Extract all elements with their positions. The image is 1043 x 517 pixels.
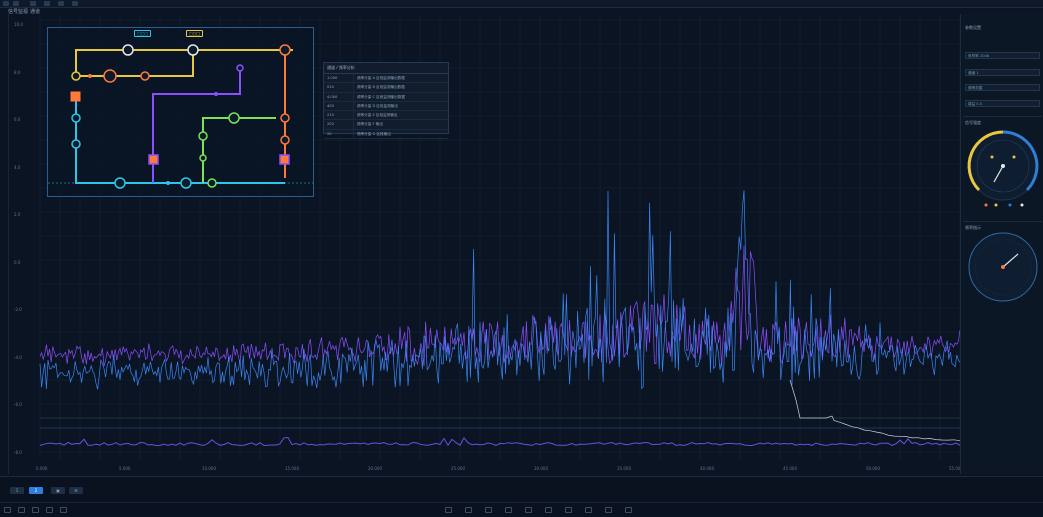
frequency-table: 通道 / 频率分析 1.000 频率分量 A 区段监测输出数据 010 频率分量 B … [323, 62, 449, 140]
table-cell-id: 010 [324, 83, 354, 92]
panel-divider [963, 116, 1042, 117]
page-button-1[interactable]: 1 [10, 487, 24, 494]
zoom-in-icon[interactable] [525, 507, 532, 513]
x-tick-label: 25.000 [451, 466, 465, 471]
sample-rate-field[interactable]: 采样率 2048 [965, 52, 1040, 59]
y-tick-label: 4.0 [14, 164, 21, 170]
x-tick-label: 40.000 [700, 466, 714, 471]
settings-icon[interactable] [72, 1, 78, 6]
channel-field[interactable]: 通道 1 [965, 69, 1040, 76]
open-icon[interactable] [44, 1, 50, 6]
x-tick-label: 5.000 [119, 466, 131, 471]
x-tick-label: 45.000 [783, 466, 797, 471]
gauge2-title: 频率指示 [965, 225, 981, 230]
record-icon[interactable] [505, 507, 512, 513]
circuit-schematic [48, 44, 313, 189]
top-toolbar [0, 0, 1043, 8]
x-tick-label: 50.000 [866, 466, 880, 471]
folder-icon[interactable] [32, 507, 39, 513]
image-icon[interactable] [18, 507, 25, 513]
table-row[interactable]: 1.000 频率分量 A 区段监测输出数据 [324, 74, 448, 84]
table-cell-id: 400 [324, 101, 354, 111]
table-cell-id: 200 [324, 120, 354, 129]
list-icon[interactable] [4, 507, 11, 513]
table-row[interactable]: 20 频率分量 G 区段输出 [324, 129, 448, 140]
table-cell-desc: 频率分量 D 区段监测输出 [357, 103, 398, 108]
frequency-gauge [968, 232, 1038, 302]
table-cell-desc: 频率分量 A 区段监测输出数据 [357, 76, 405, 80]
cursor-icon[interactable] [585, 507, 592, 513]
settings-button[interactable]: ⚙ [69, 487, 83, 494]
circuit-diagram-panel: □□□ □□□ [47, 27, 314, 197]
channel-tab[interactable]: 通道 [30, 9, 41, 15]
purple-series-line [39, 245, 1039, 367]
signal-gauge [967, 130, 1039, 207]
settings-heading: 参数设置 [965, 25, 981, 30]
y-tick-label: 2.0 [14, 212, 21, 217]
left-rail [0, 14, 9, 474]
blue-series-line [39, 190, 1039, 390]
grid-view-button[interactable]: ▣ [51, 487, 65, 494]
stop-icon[interactable] [485, 507, 492, 513]
bottom-toolbar: 1 2 ▣ ⚙ [0, 476, 1043, 516]
x-tick-label: 30.000 [534, 466, 548, 471]
pause-icon[interactable] [465, 507, 472, 513]
file-icon[interactable] [13, 1, 19, 6]
x-tick-label: 15.000 [285, 466, 299, 471]
table-cell-desc: 频率分量 B 区段监测输出数据 [357, 85, 405, 90]
y-tick-label: -2.0 [14, 307, 22, 312]
measure-icon[interactable] [625, 507, 632, 513]
circuit-tag-right: □□□ [186, 30, 204, 37]
table-row[interactable]: 010 频率分量 B 区段监测输出数据 [324, 83, 448, 93]
export-icon[interactable] [58, 1, 64, 6]
x-tick-label: 0.000 [36, 466, 48, 471]
gauge1-title: 信号强度 [965, 120, 981, 125]
table-row[interactable]: 200 频率分量 F 输出 [324, 120, 448, 130]
bottom-icon-row [0, 502, 1043, 517]
menu-icon[interactable] [3, 1, 9, 6]
tag-icon[interactable] [60, 507, 67, 513]
y-tick-label: -8.0 [14, 449, 22, 455]
y-tick-label: -4.0 [14, 354, 22, 360]
play-icon[interactable] [445, 507, 452, 513]
lower-purple-trace [39, 436, 1041, 447]
panel-divider-2 [963, 221, 1042, 222]
table-cell-desc: 频率分量 G 区段输出 [357, 131, 391, 136]
circuit-tag-left: □□□ [134, 30, 152, 37]
y-tick-label: 10.0 [14, 22, 23, 27]
table-cell-id: 1.000 [324, 74, 354, 83]
gain-field[interactable]: 增益 0.5 [965, 100, 1040, 107]
right-panel: 参数设置 采样率 2048 通道 1 频率范围 增益 0.5 信号强度 频率指示 [960, 14, 1043, 474]
x-tick-label: 55.000 [949, 466, 963, 471]
fit-icon[interactable] [565, 507, 572, 513]
table-cell-desc: 频率分量 E 区段监测输出 [357, 113, 398, 118]
marker-icon[interactable] [605, 507, 612, 513]
x-tick-label: 35.000 [617, 466, 631, 471]
x-tick-label: 20.000 [368, 466, 382, 471]
zoom-out-icon[interactable] [545, 507, 552, 513]
download-icon[interactable] [46, 507, 53, 513]
table-cell-desc: 频率分量 C 区段监测输出数据 [357, 94, 405, 99]
table-row[interactable]: 400 频率分量 D 区段监测输出 [324, 101, 448, 112]
table-cell-id: 210 [324, 111, 354, 120]
y-tick-label: 6.0 [14, 117, 21, 122]
x-tick-label: 10.000 [202, 466, 216, 471]
table-row[interactable]: 4.000 频率分量 C 区段监测输出数据 [324, 92, 448, 102]
range-field[interactable]: 频率范围 [965, 84, 1040, 91]
y-tick-label: 8.0 [14, 69, 21, 75]
save-icon[interactable] [30, 1, 36, 6]
table-cell-id: 20 [324, 129, 354, 139]
table-row[interactable]: 210 频率分量 E 区段监测输出 [324, 111, 448, 121]
table-header: 通道 / 频率分析 [324, 63, 448, 74]
y-tick-label: -6.0 [14, 402, 22, 407]
table-cell-id: 4.000 [324, 92, 354, 101]
page-button-2[interactable]: 2 [29, 487, 43, 494]
table-cell-desc: 频率分量 F 输出 [357, 122, 383, 127]
window-title: 信号监视 [8, 9, 29, 15]
y-tick-label: 0.0 [14, 259, 21, 265]
